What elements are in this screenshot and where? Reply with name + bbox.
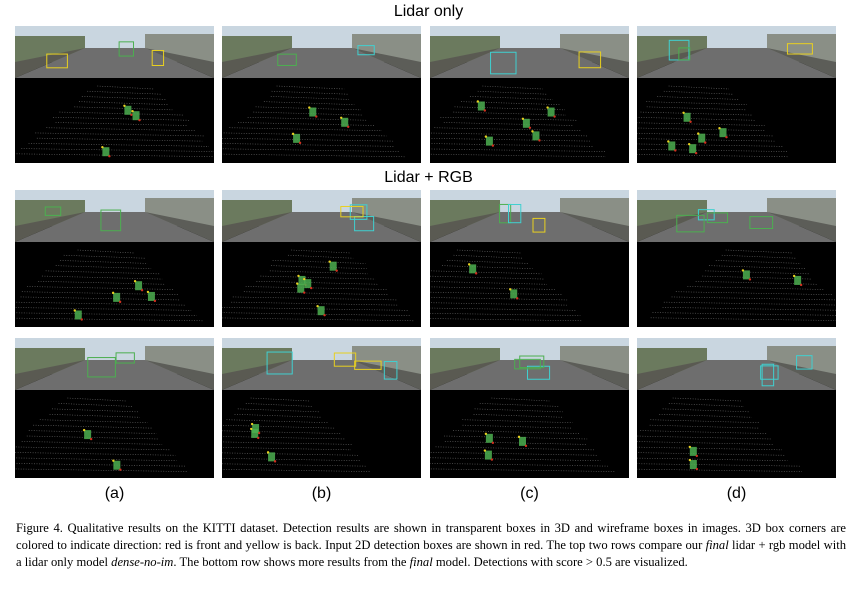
result-panel (430, 190, 629, 327)
figure-caption: Figure 4. Qualitative results on the KIT… (16, 521, 846, 569)
lidar-view (637, 85, 789, 158)
column-label-a: (a) (104, 485, 125, 502)
result-panel (430, 26, 629, 163)
lidar-view (15, 249, 203, 322)
camera-image (222, 26, 421, 78)
lidar-view (222, 397, 371, 472)
lidar-view (637, 397, 802, 472)
result-panel (637, 338, 836, 478)
camera-image (637, 338, 836, 390)
camera-image (15, 338, 214, 390)
section-title-lidar-only: Lidar only (393, 3, 464, 20)
result-panel (15, 190, 214, 327)
lidar-view (222, 249, 414, 322)
lidar-view (430, 85, 606, 158)
section-title-lidar-rgb: Lidar + RGB (384, 169, 473, 186)
camera-image (222, 338, 421, 390)
lidar-view (430, 397, 616, 472)
lidar-view (430, 249, 583, 322)
column-label-d: (d) (726, 485, 747, 502)
camera-image (637, 190, 836, 242)
result-panel (15, 338, 214, 478)
camera-image (430, 26, 629, 78)
column-label-c: (c) (520, 485, 539, 502)
result-panel (222, 190, 421, 327)
camera-image (15, 190, 214, 242)
camera-image (430, 190, 629, 242)
column-label-b: (b) (311, 485, 332, 502)
lidar-view (15, 397, 187, 472)
result-panel (637, 190, 836, 327)
lidar-view (15, 85, 214, 158)
result-panel (222, 26, 421, 163)
camera-image (15, 26, 214, 78)
camera-image (430, 338, 629, 390)
lidar-view (222, 85, 405, 158)
result-panel (430, 338, 629, 478)
result-panel (15, 26, 214, 163)
result-panel (637, 26, 836, 163)
lidar-view (650, 249, 836, 321)
result-panel (222, 338, 421, 478)
camera-image (637, 26, 836, 78)
camera-image (222, 190, 421, 242)
